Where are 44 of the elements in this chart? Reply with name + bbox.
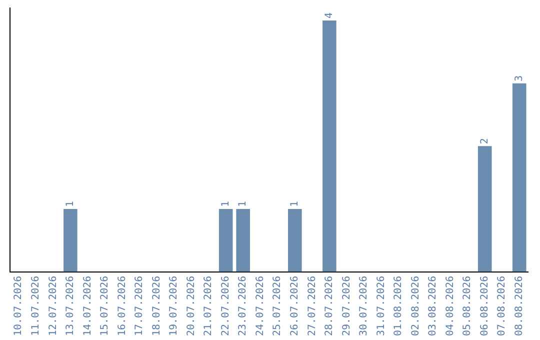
x-tick-label: 05.08.2026: [462, 276, 474, 336]
x-tick-label: 12.07.2026: [48, 276, 59, 336]
x-tick-label: 18.07.2026: [151, 276, 162, 336]
x-tick-label: 21.07.2026: [203, 276, 214, 336]
x-tick-label: 03.08.2026: [428, 276, 439, 336]
x-tick-label: 14.07.2026: [82, 276, 94, 336]
x-tick-label: 30.07.2026: [358, 276, 370, 336]
x-tick-label: 13.07.2026: [65, 276, 76, 336]
data-label: 4: [324, 12, 336, 19]
data-label: 1: [220, 200, 232, 207]
x-tick-label: 20.07.2026: [186, 276, 197, 336]
x-tick-label: 06.08.2026: [479, 276, 490, 336]
x-tick-label: 26.07.2026: [289, 276, 300, 336]
x-tick-label: 31.07.2026: [376, 276, 387, 336]
x-tick-label: 23.07.2026: [238, 276, 249, 336]
data-label: 1: [289, 200, 300, 207]
x-tick-label: 02.08.2026: [410, 276, 422, 336]
bar: [218, 208, 233, 272]
x-tick-label: 29.07.2026: [341, 276, 352, 336]
x-tick-label: 10.07.2026: [13, 276, 24, 336]
bar: [64, 208, 78, 272]
x-tick-label: 27.07.2026: [306, 276, 318, 336]
x-tick-label: 24.07.2026: [254, 276, 266, 336]
data-label: 1: [238, 200, 249, 207]
data-label: 2: [479, 138, 490, 144]
x-tick-label: 01.08.2026: [393, 276, 404, 336]
data-label: 1: [65, 200, 76, 207]
x-tick-label: 11.07.2026: [30, 276, 42, 336]
x-tick-label: 04.08.2026: [444, 276, 456, 336]
x-tick-label: 28.07.2026: [324, 276, 336, 336]
data-label: 3: [514, 75, 525, 82]
x-tick-label: 17.07.2026: [134, 276, 146, 336]
bar: [512, 83, 526, 272]
x-tick-label: 22.07.2026: [220, 276, 232, 336]
bar: [478, 146, 492, 272]
x-tick-label: 25.07.2026: [272, 276, 284, 336]
x-tick-label: 15.07.2026: [100, 276, 111, 336]
bar: [322, 20, 336, 272]
bar: [288, 208, 302, 272]
x-tick-label: 08.08.2026: [514, 276, 525, 336]
x-tick-label: 16.07.2026: [116, 276, 128, 336]
bar: [236, 208, 250, 272]
x-tick-label: 19.07.2026: [168, 276, 180, 336]
x-tick-label: 07.08.2026: [496, 276, 508, 336]
